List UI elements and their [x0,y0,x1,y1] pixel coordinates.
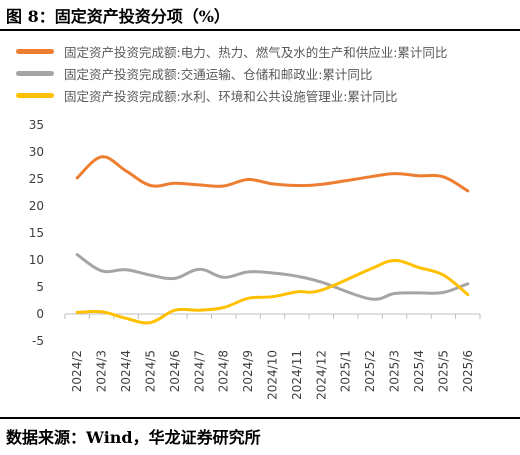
legend-item: 固定资产投资完成额:水利、环境和公共设施管理业:累计同比 [16,84,447,106]
legend-label: 固定资产投资完成额:电力、热力、燃气及水的生产和供应业:累计同比 [64,44,448,60]
x-tick-label: 2024/8 [217,350,231,392]
x-tick-label: 2024/5 [143,350,157,392]
x-tick-label: 2024/2 [70,350,84,392]
x-tick-label: 2024/4 [119,350,133,392]
y-tick-label: 30 [29,145,44,159]
legend-label: 固定资产投资完成额:交通运输、仓储和邮政业:累计同比 [64,66,373,82]
legend-item: 固定资产投资完成额:交通运输、仓储和邮政业:累计同比 [16,62,447,84]
legend-swatch [16,70,54,76]
x-tick-label: 2024/10 [266,350,280,400]
x-tick-label: 2025/4 [412,350,426,392]
x-tick-label: 2024/9 [241,350,255,392]
x-tick-label: 2024/3 [95,350,109,392]
y-tick-label: 35 [29,118,44,132]
y-tick-label: 15 [29,226,44,240]
y-tick-label: 25 [29,172,44,186]
series-line-2 [75,253,470,301]
y-tick-label: 5 [36,280,44,294]
y-tick-label: 0 [36,307,44,321]
line-chart: -5 0 5 10 15 20 25 30 35 2024/2 2024/3 2024/4 2024/5… [29,118,481,400]
y-tick-label: 20 [29,199,44,213]
data-source: 数据来源：Wind，华龙证券研究所 [6,428,261,447]
x-tick-label: 2025/3 [388,350,402,392]
bottom-divider [0,417,520,419]
x-tick-label: 2024/6 [168,350,182,392]
x-tick-label: 2025/5 [436,350,450,392]
legend-label: 固定资产投资完成额:水利、环境和公共设施管理业:累计同比 [64,88,398,104]
y-tick-label: 10 [29,253,44,267]
chart-legend: 固定资产投资完成额:电力、热力、燃气及水的生产和供应业:累计同比 固定资产投资完… [16,40,447,106]
x-tick-label: 2025/6 [461,350,475,392]
x-tick-label: 2025/1 [339,350,353,392]
x-tick-label: 2024/7 [192,350,206,392]
series-line-1 [75,155,470,193]
legend-swatch [16,48,54,54]
y-tick-label: -5 [32,334,44,348]
legend-swatch [16,92,54,98]
x-tick-label: 2025/2 [363,350,377,392]
x-tick-label: 2024/11 [290,350,304,400]
figure-title: 图 8：固定资产投资分项（%） [6,7,230,26]
legend-item: 固定资产投资完成额:电力、热力、燃气及水的生产和供应业:累计同比 [16,40,447,62]
series-line-3 [75,258,470,325]
top-divider [0,29,520,31]
x-tick-label: 2024/12 [314,350,328,400]
